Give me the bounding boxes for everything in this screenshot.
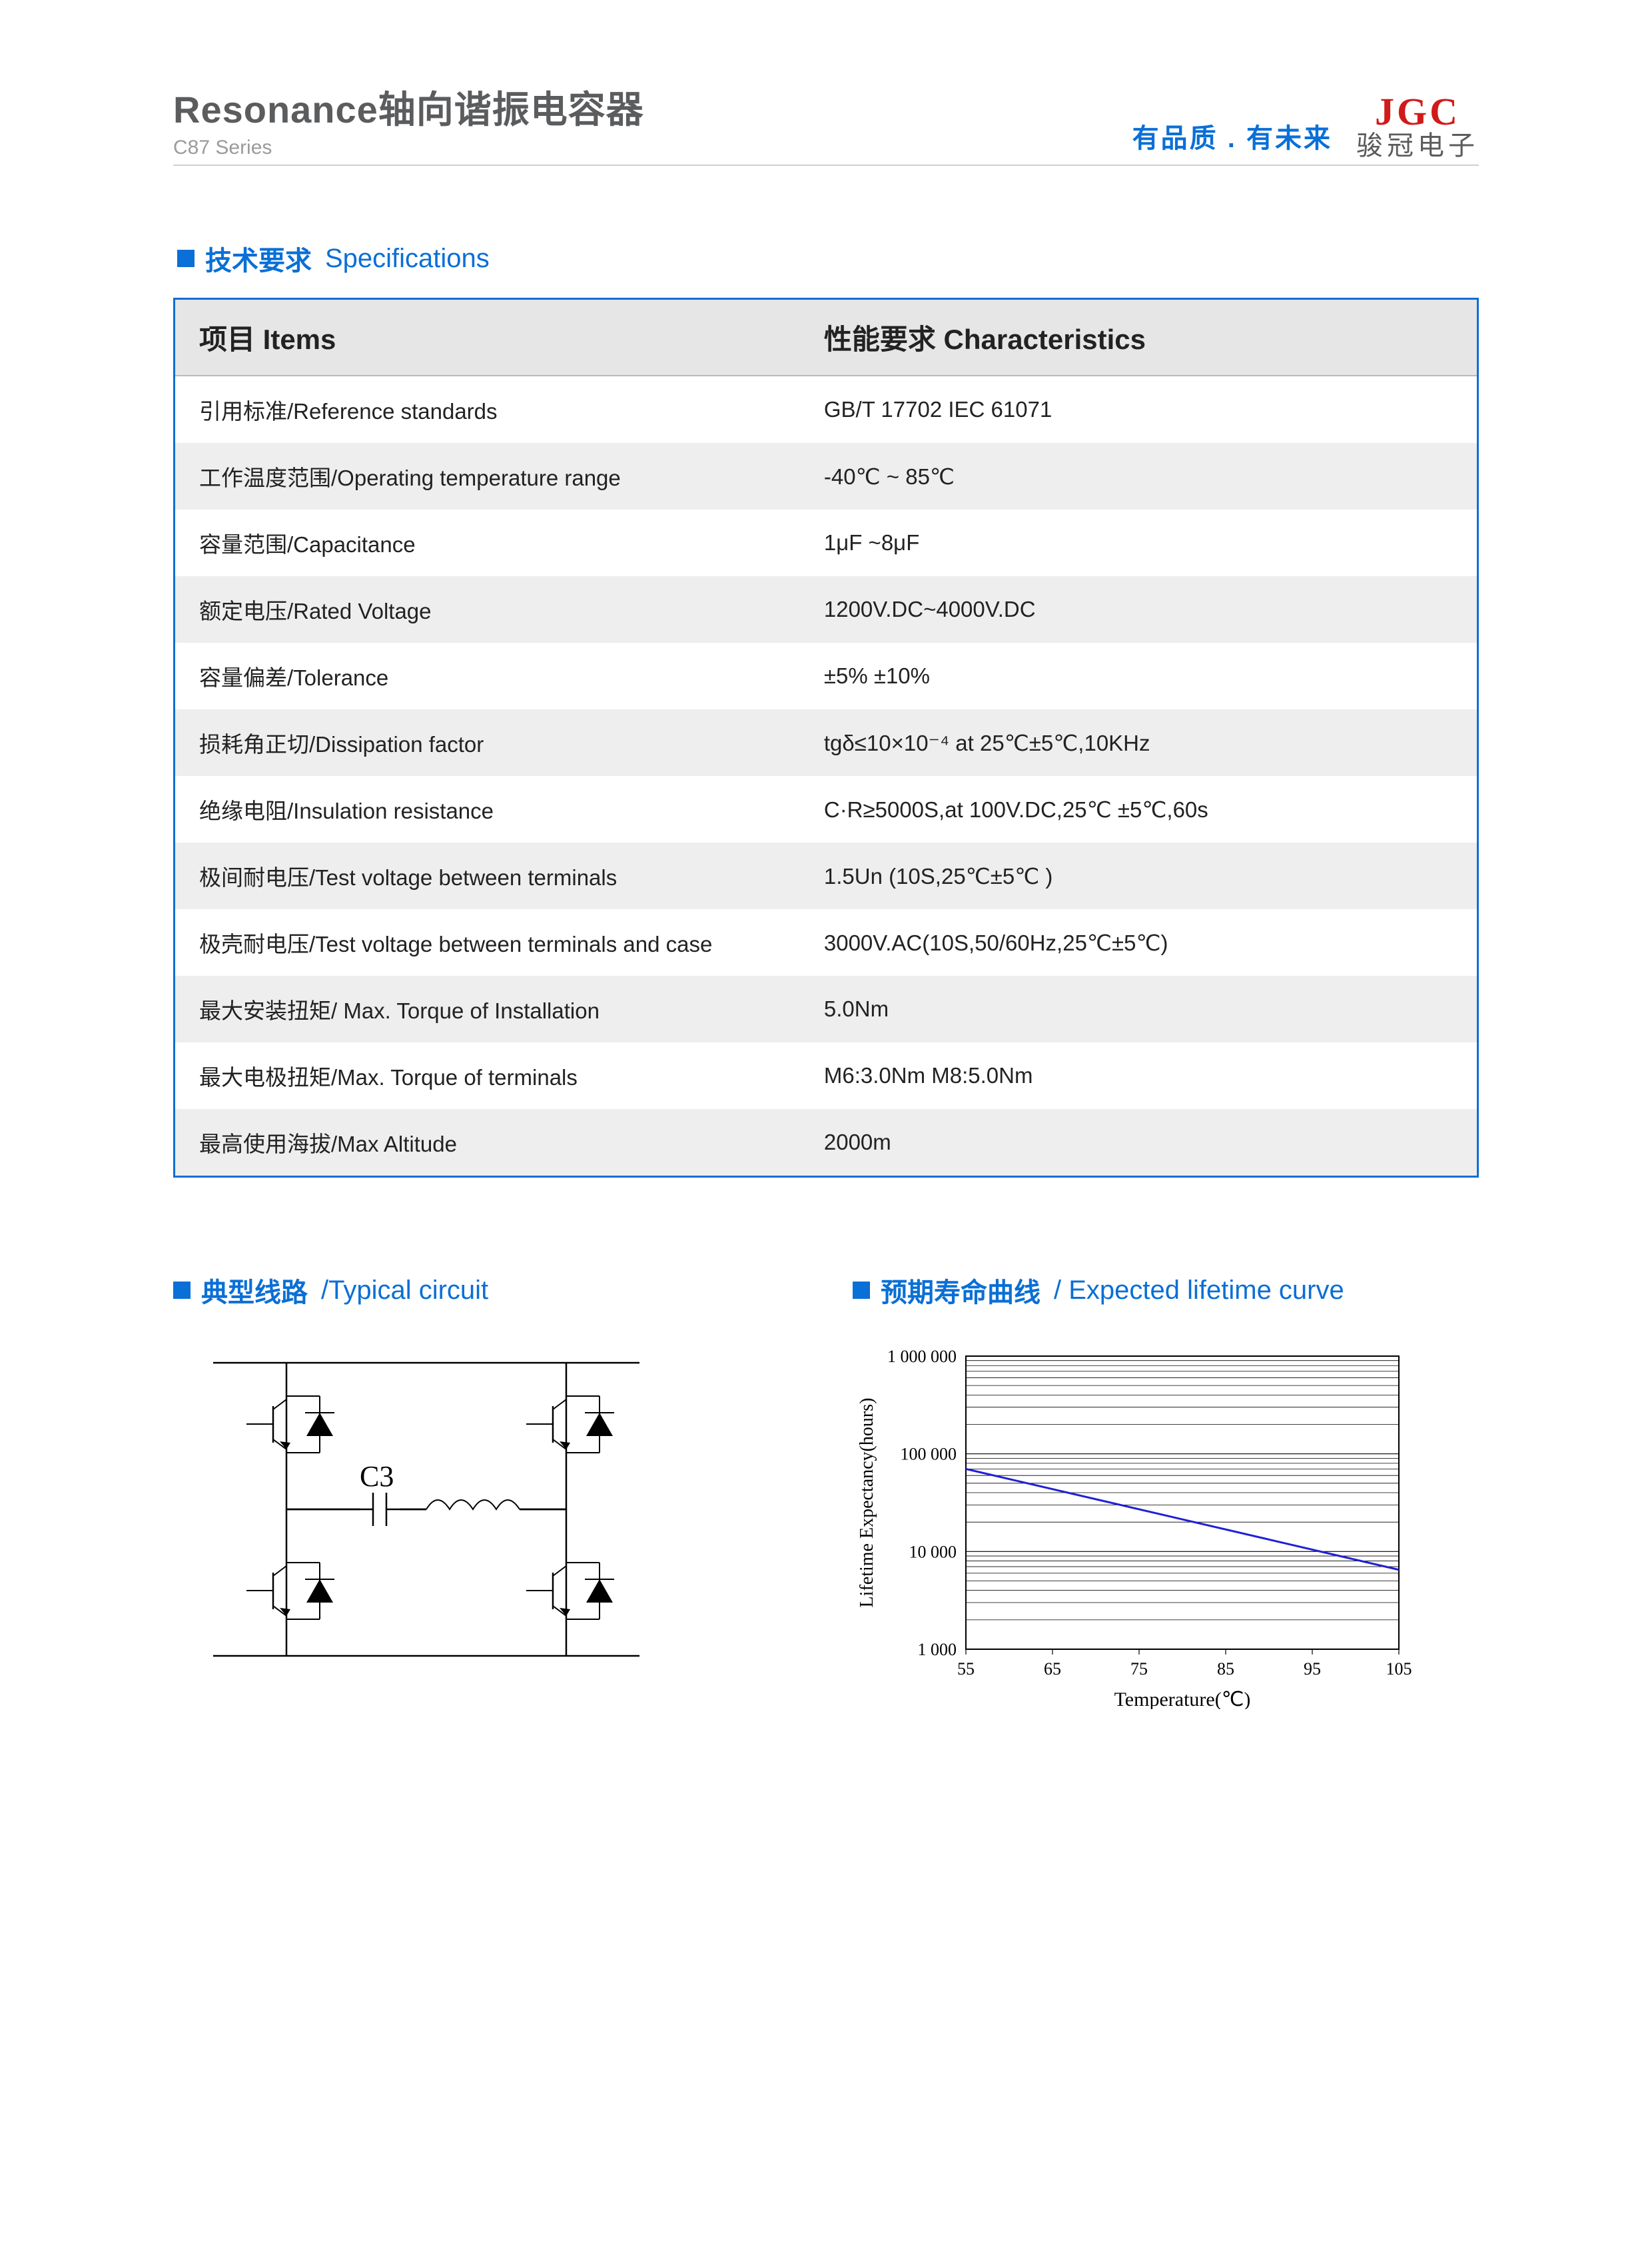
svg-text:100 000: 100 000	[901, 1445, 957, 1464]
lifetime-column: 预期寿命曲线 / Expected lifetime curve 1 000 10…	[853, 1271, 1479, 1709]
capacitor-label: C3	[360, 1460, 394, 1493]
spec-item: 额定电压/Rated Voltage	[175, 576, 800, 643]
spec-value: 3000V.AC(10S,50/60Hz,25℃±5℃)	[800, 909, 1478, 976]
spec-value: C·R≥5000S,at 100V.DC,25℃ ±5℃,60s	[800, 776, 1478, 843]
circuit-heading-cn: 典型线路	[201, 1271, 308, 1309]
spec-value: 1μF ~8μF	[800, 510, 1478, 576]
circuit-heading: 典型线路 /Typical circuit	[173, 1271, 799, 1309]
svg-text:Temperature(℃): Temperature(℃)	[1114, 1688, 1251, 1709]
svg-text:1 000: 1 000	[918, 1640, 957, 1659]
spec-value: 1200V.DC~4000V.DC	[800, 576, 1478, 643]
table-row: 极间耐电压/Test voltage between terminals1.5U…	[175, 843, 1478, 909]
svg-text:85: 85	[1217, 1659, 1234, 1679]
page-header: Resonance轴向谐振电容器 C87 Series 有品质 . 有未来 JG…	[173, 80, 1479, 166]
spec-value: 1.5Un (10S,25℃±5℃ )	[800, 843, 1478, 909]
table-row: 损耗角正切/Dissipation factortgδ≤10×10⁻⁴ at 2…	[175, 709, 1478, 776]
spec-value: 5.0Nm	[800, 976, 1478, 1042]
lifetime-heading: 预期寿命曲线 / Expected lifetime curve	[853, 1271, 1479, 1309]
spec-item: 工作温度范围/Operating temperature range	[175, 443, 800, 510]
header-title-block: Resonance轴向谐振电容器 C87 Series	[173, 80, 644, 159]
spec-col-char: 性能要求 Characteristics	[800, 299, 1478, 376]
svg-text:55: 55	[957, 1659, 975, 1679]
table-row: 最高使用海拔/Max Altitude2000m	[175, 1109, 1478, 1177]
square-bullet-icon	[853, 1282, 870, 1299]
title-rest: 轴向谐振电容器	[378, 89, 644, 131]
spec-item: 引用标准/Reference standards	[175, 376, 800, 443]
spec-value: -40℃ ~ 85℃	[800, 443, 1478, 510]
logo: JGC 骏冠电子	[1356, 93, 1479, 159]
svg-text:105: 105	[1386, 1659, 1412, 1679]
spec-value: GB/T 17702 IEC 61071	[800, 376, 1478, 443]
spec-item: 极壳耐电压/Test voltage between terminals and…	[175, 909, 800, 976]
bottom-row: 典型线路 /Typical circuit	[173, 1271, 1479, 1709]
spec-value: tgδ≤10×10⁻⁴ at 25℃±5℃,10KHz	[800, 709, 1478, 776]
table-row: 极壳耐电压/Test voltage between terminals and…	[175, 909, 1478, 976]
spec-item: 最大安装扭矩/ Max. Torque of Installation	[175, 976, 800, 1042]
spec-item: 极间耐电压/Test voltage between terminals	[175, 843, 800, 909]
title-strong: Resonance	[173, 89, 378, 131]
table-row: 额定电压/Rated Voltage1200V.DC~4000V.DC	[175, 576, 1478, 643]
svg-text:10 000: 10 000	[909, 1542, 957, 1561]
header-right: 有品质 . 有未来 JGC 骏冠电子	[1132, 93, 1479, 159]
table-row: 容量范围/Capacitance1μF ~8μF	[175, 510, 1478, 576]
svg-text:75: 75	[1130, 1659, 1148, 1679]
spec-item: 损耗角正切/Dissipation factor	[175, 709, 800, 776]
table-row: 最大安装扭矩/ Max. Torque of Installation5.0Nm	[175, 976, 1478, 1042]
square-bullet-icon	[177, 250, 195, 267]
svg-text:Lifetime Expectancy(hours): Lifetime Expectancy(hours)	[857, 1398, 877, 1608]
lifetime-heading-en: / Expected lifetime curve	[1054, 1276, 1344, 1306]
spec-heading: 技术要求 Specifications	[177, 239, 1479, 278]
spec-item: 最高使用海拔/Max Altitude	[175, 1109, 800, 1177]
circuit-diagram: C3	[173, 1336, 799, 1686]
spec-value: ±5% ±10%	[800, 643, 1478, 709]
spec-table: 项目 Items 性能要求 Characteristics 引用标准/Refer…	[173, 298, 1479, 1178]
logo-top: JGC	[1356, 93, 1479, 131]
spec-item: 绝缘电阻/Insulation resistance	[175, 776, 800, 843]
lifetime-chart: 1 000 10 000 100 000 1 000 000 55 65 75 85 95 105…	[853, 1336, 1426, 1709]
spec-heading-cn: 技术要求	[205, 239, 312, 278]
spec-item: 容量范围/Capacitance	[175, 510, 800, 576]
slogan: 有品质 . 有未来	[1132, 117, 1332, 159]
square-bullet-icon	[173, 1282, 191, 1299]
spec-col-item: 项目 Items	[175, 299, 800, 376]
table-row: 最大电极扭矩/Max. Torque of terminalsM6:3.0Nm …	[175, 1042, 1478, 1109]
table-row: 绝缘电阻/Insulation resistanceC·R≥5000S,at 1…	[175, 776, 1478, 843]
svg-text:1 000 000: 1 000 000	[887, 1347, 957, 1366]
spec-item: 最大电极扭矩/Max. Torque of terminals	[175, 1042, 800, 1109]
page-subtitle: C87 Series	[173, 137, 644, 159]
lifetime-heading-cn: 预期寿命曲线	[881, 1271, 1040, 1309]
spec-heading-en: Specifications	[325, 244, 490, 274]
svg-text:95: 95	[1304, 1659, 1321, 1679]
spec-value: 2000m	[800, 1109, 1478, 1177]
page-title: Resonance轴向谐振电容器	[173, 80, 644, 134]
circuit-column: 典型线路 /Typical circuit	[173, 1271, 799, 1709]
table-row: 容量偏差/Tolerance±5% ±10%	[175, 643, 1478, 709]
circuit-heading-en: /Typical circuit	[321, 1276, 488, 1306]
table-row: 引用标准/Reference standardsGB/T 17702 IEC 6…	[175, 376, 1478, 443]
logo-bottom: 骏冠电子	[1356, 133, 1479, 159]
svg-text:65: 65	[1044, 1659, 1061, 1679]
spec-item: 容量偏差/Tolerance	[175, 643, 800, 709]
spec-value: M6:3.0Nm M8:5.0Nm	[800, 1042, 1478, 1109]
table-row: 工作温度范围/Operating temperature range-40℃ ~…	[175, 443, 1478, 510]
